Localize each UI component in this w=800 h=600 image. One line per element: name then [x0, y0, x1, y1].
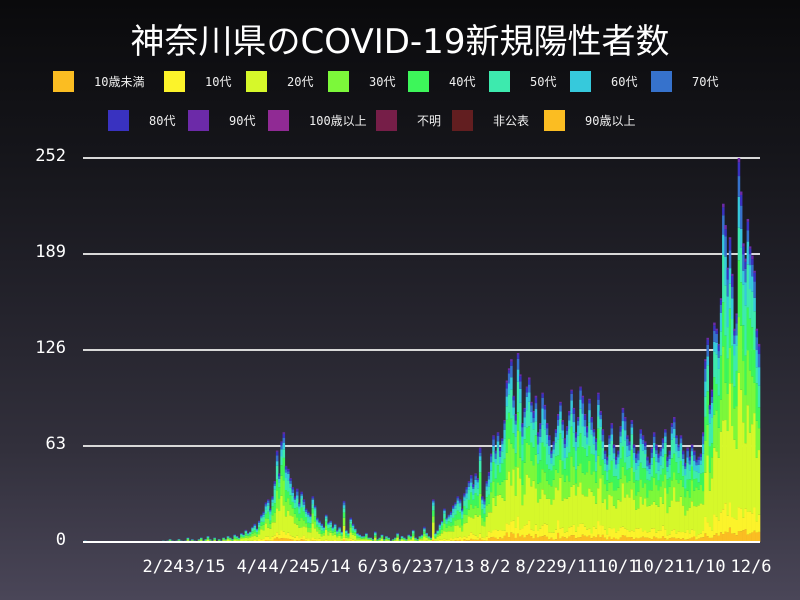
legend-swatch-icon: [268, 109, 289, 131]
x-tick-label: 7/13: [433, 557, 475, 577]
legend-label: 80代: [149, 113, 176, 128]
x-tick-label: 6/3: [357, 557, 389, 577]
legend-swatch-icon: [570, 70, 591, 92]
y-tick-label: 126: [35, 338, 66, 358]
gridline: [83, 253, 760, 255]
legend-swatch-icon: [53, 70, 74, 92]
x-tick-label: 11/10: [674, 557, 726, 577]
legend-item: 50代: [489, 70, 556, 92]
legend-item: 不明: [376, 109, 441, 131]
legend-row-1: 10歳未満 10代 20代 30代 40代 50代 60代 70代: [0, 70, 800, 92]
legend-label: 100歳以上: [309, 113, 367, 128]
legend-swatch-icon: [544, 109, 565, 131]
x-tick-label: 10/21: [633, 557, 685, 577]
legend-label: 50代: [530, 74, 557, 89]
zero-axis-line: [83, 541, 760, 543]
legend-item: 90代: [188, 109, 255, 131]
legend-swatch-icon: [188, 109, 209, 131]
legend-label: 10歳未満: [94, 74, 145, 89]
legend-row-2: 80代 90代 100歳以上 不明 非公表 90歳以上: [0, 109, 800, 131]
legend-item: 10歳未満: [53, 70, 144, 92]
y-tick-label: 252: [35, 146, 66, 166]
legend-swatch-icon: [164, 70, 185, 92]
legend-item: 100歳以上: [268, 109, 367, 131]
legend-label: 90歳以上: [585, 113, 636, 128]
legend-item: 40代: [408, 70, 475, 92]
x-tick-label: 5/14: [309, 557, 351, 577]
legend-swatch-icon: [108, 109, 129, 131]
legend-item: 60代: [570, 70, 637, 92]
legend-swatch-icon: [328, 70, 349, 92]
legend-swatch-icon: [452, 109, 473, 131]
x-tick-label: 3/15: [184, 557, 226, 577]
y-tick-label: 63: [45, 434, 66, 454]
legend-item: 非公表: [452, 109, 529, 131]
x-tick-label: 4/24: [268, 557, 310, 577]
x-tick-label: 10/1: [597, 557, 639, 577]
x-tick-label: 8/22: [515, 557, 557, 577]
legend-label: 10代: [205, 74, 232, 89]
legend-label: 70代: [692, 74, 719, 89]
y-tick-label: 189: [35, 242, 66, 262]
legend-item: 80代: [108, 109, 175, 131]
legend-label: 不明: [417, 113, 442, 128]
gridline: [83, 157, 760, 159]
x-tick-label: 6/23: [391, 557, 433, 577]
legend-label: 60代: [611, 74, 638, 89]
legend-item: 30代: [328, 70, 395, 92]
legend-label: 20代: [287, 74, 314, 89]
legend-swatch-icon: [651, 70, 672, 92]
x-tick-label: 12/6: [730, 557, 772, 577]
legend-swatch-icon: [408, 70, 429, 92]
legend-item: 90歳以上: [544, 109, 635, 131]
gridline: [83, 349, 760, 351]
legend-swatch-icon: [489, 70, 510, 92]
x-tick-label: 8/2: [479, 557, 511, 577]
legend-label: 非公表: [493, 113, 530, 128]
x-tick-label: 2/24: [142, 557, 184, 577]
gridline: [83, 445, 760, 447]
legend-item: 70代: [651, 70, 718, 92]
legend-label: 90代: [229, 113, 256, 128]
legend-swatch-icon: [376, 109, 397, 131]
legend-label: 40代: [449, 74, 476, 89]
legend-swatch-icon: [246, 70, 267, 92]
legend-item: 20代: [246, 70, 313, 92]
x-tick-label: 9/11: [556, 557, 598, 577]
legend-label: 30代: [369, 74, 396, 89]
chart-title: 神奈川県のCOVID-19新規陽性者数: [130, 22, 670, 62]
x-tick-label: 4/4: [236, 557, 268, 577]
y-tick-label: 0: [55, 530, 66, 550]
legend-item: 10代: [164, 70, 231, 92]
